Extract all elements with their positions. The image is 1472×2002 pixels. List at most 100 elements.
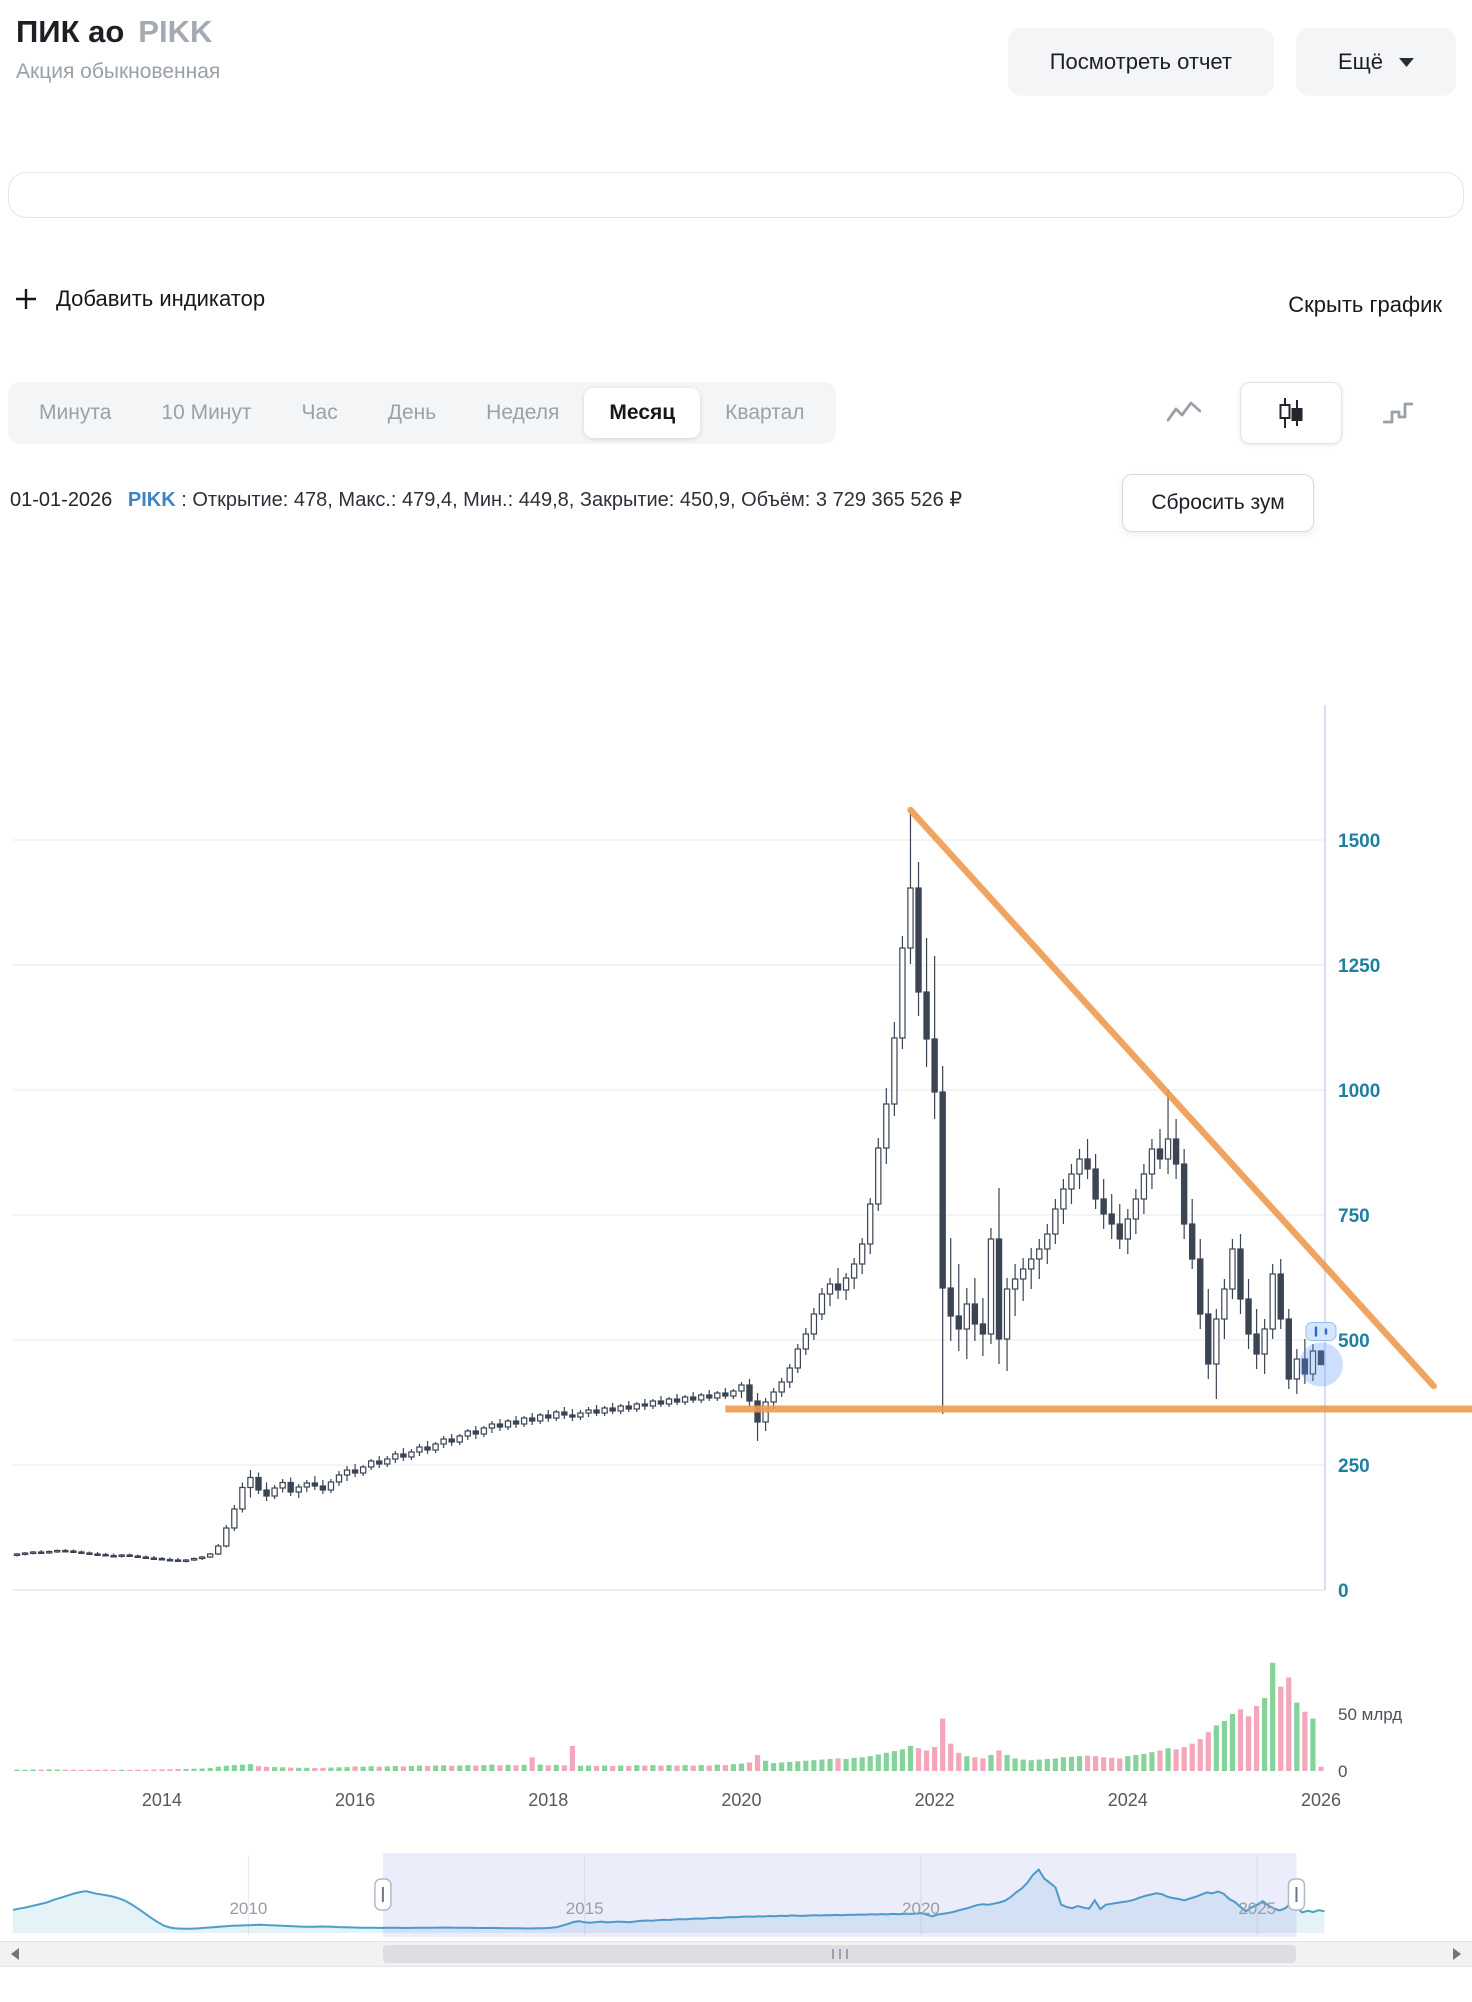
candle <box>1277 1273 1284 1320</box>
candle <box>376 1460 383 1465</box>
candle <box>561 1411 568 1416</box>
candle <box>271 1487 278 1497</box>
chevron-down-icon <box>1399 57 1414 67</box>
volume-bar <box>932 1747 938 1771</box>
navigator-line <box>12 1868 1325 1930</box>
candle <box>842 1277 850 1291</box>
timeframe-tab-6[interactable]: Месяц <box>584 388 701 438</box>
candle <box>1285 1318 1292 1380</box>
volume-bar <box>119 1769 125 1771</box>
reset-zoom-button[interactable]: Сбросить зум <box>1122 474 1314 532</box>
scroll-left-arrow[interactable] <box>2 1942 28 1966</box>
volume-bar <box>1229 1714 1236 1771</box>
timeframe-tab-5[interactable]: Неделя <box>486 401 560 424</box>
navigator-year-label: 2025 <box>1238 1899 1276 1918</box>
volume-bar <box>54 1769 60 1771</box>
volume-bar <box>352 1766 358 1771</box>
candle <box>1044 1233 1051 1250</box>
volume-bar <box>481 1765 487 1771</box>
price-chart[interactable]: 0 250 500 750 1000 1250 1500 50 млрд 0 2014 2016 20… <box>0 640 1472 1820</box>
descending-trendline[interactable] <box>907 806 1437 1390</box>
step-chart-type-button[interactable] <box>1376 382 1420 444</box>
candle <box>142 1556 150 1559</box>
candle <box>577 1412 584 1418</box>
timeframe-tab-3[interactable]: Час <box>301 401 338 424</box>
more-button[interactable]: Ещё <box>1295 28 1456 96</box>
volume-bar <box>577 1765 584 1771</box>
year-axis-label: 2016 <box>335 1790 375 1810</box>
candle <box>746 1384 753 1402</box>
candle <box>714 1392 721 1399</box>
candlestick-chart-type-button[interactable] <box>1240 382 1342 444</box>
timeframe-tab-4[interactable]: День <box>387 401 437 424</box>
candle <box>1237 1248 1244 1300</box>
year-axis-label: 2026 <box>1301 1790 1341 1810</box>
candle <box>1060 1188 1067 1210</box>
candle <box>1309 1350 1317 1375</box>
candle <box>802 1333 810 1350</box>
scrollbar-thumb[interactable] <box>382 1945 1297 1963</box>
candle <box>472 1430 480 1435</box>
timeframe-tab-2[interactable]: 10 Минут <box>161 401 252 424</box>
volume-layer[interactable] <box>14 1662 1324 1771</box>
scroll-right-arrow[interactable] <box>1444 1942 1470 1966</box>
candle <box>995 1238 1003 1340</box>
navigator-selection[interactable] <box>382 1853 1297 1937</box>
volume-bar <box>819 1759 825 1771</box>
volume-bar <box>1141 1753 1147 1771</box>
candle <box>553 1411 560 1419</box>
volume-bar <box>424 1765 431 1771</box>
candle <box>1036 1248 1043 1260</box>
horizontal-scrollbar[interactable] <box>0 1941 1472 1967</box>
candle <box>207 1553 214 1558</box>
candle <box>569 1414 576 1418</box>
candle <box>520 1417 528 1425</box>
candle <box>730 1390 737 1397</box>
volume-bar <box>86 1769 93 1771</box>
volume-bar <box>658 1765 664 1771</box>
volume-bar <box>730 1764 736 1771</box>
navigator-right-handle[interactable] <box>1287 1878 1306 1911</box>
collapsed-panel[interactable] <box>8 172 1464 218</box>
volume-bar <box>392 1765 398 1771</box>
navigator-year-label: 2020 <box>902 1899 940 1918</box>
volume-bar <box>360 1766 366 1771</box>
candles-layer[interactable] <box>13 812 1325 1563</box>
volume-bar <box>143 1769 149 1771</box>
volume-bar <box>851 1757 857 1771</box>
candle <box>432 1443 439 1451</box>
candle <box>617 1405 624 1412</box>
volume-bar <box>843 1759 849 1771</box>
more-label: Ещё <box>1337 49 1383 74</box>
candle <box>231 1508 238 1529</box>
volume-bar <box>1084 1755 1091 1771</box>
candle <box>1019 1268 1027 1280</box>
candle <box>1253 1333 1260 1355</box>
candle <box>416 1446 423 1453</box>
hide-chart-button[interactable]: Скрыть график <box>1288 292 1442 317</box>
navigator-left-handle[interactable] <box>374 1878 392 1911</box>
candle <box>1052 1208 1059 1235</box>
volume-bar <box>14 1769 20 1771</box>
price-axis-label: 1500 <box>1338 831 1380 852</box>
timeframe-tab-7[interactable]: Квартал <box>725 401 805 424</box>
volume-bar <box>215 1766 221 1771</box>
volume-bar <box>1012 1758 1018 1771</box>
volume-bar <box>231 1765 237 1771</box>
volume-bar <box>1125 1756 1131 1771</box>
volume-bar <box>376 1766 382 1771</box>
candle <box>867 1203 874 1245</box>
candle <box>54 1549 61 1553</box>
add-indicator-button[interactable]: Добавить индикатор <box>14 286 265 312</box>
line-chart-type-button[interactable] <box>1162 382 1206 444</box>
volume-bar <box>569 1745 576 1771</box>
view-report-button[interactable]: Посмотреть отчет <box>1007 28 1274 96</box>
volume-bar <box>336 1767 342 1771</box>
instrument-header: ПИК ао PIKK Акция обыкновенная <box>16 14 220 84</box>
plus-icon <box>16 289 36 309</box>
volume-axis-label: 50 млрд <box>1338 1705 1402 1724</box>
timeframe-tab-1[interactable]: Минута <box>39 401 112 424</box>
candle <box>794 1348 801 1369</box>
chart-navigator[interactable]: 2010 2015 2020 2025 <box>0 1853 1472 1937</box>
volume-bar <box>529 1757 535 1771</box>
